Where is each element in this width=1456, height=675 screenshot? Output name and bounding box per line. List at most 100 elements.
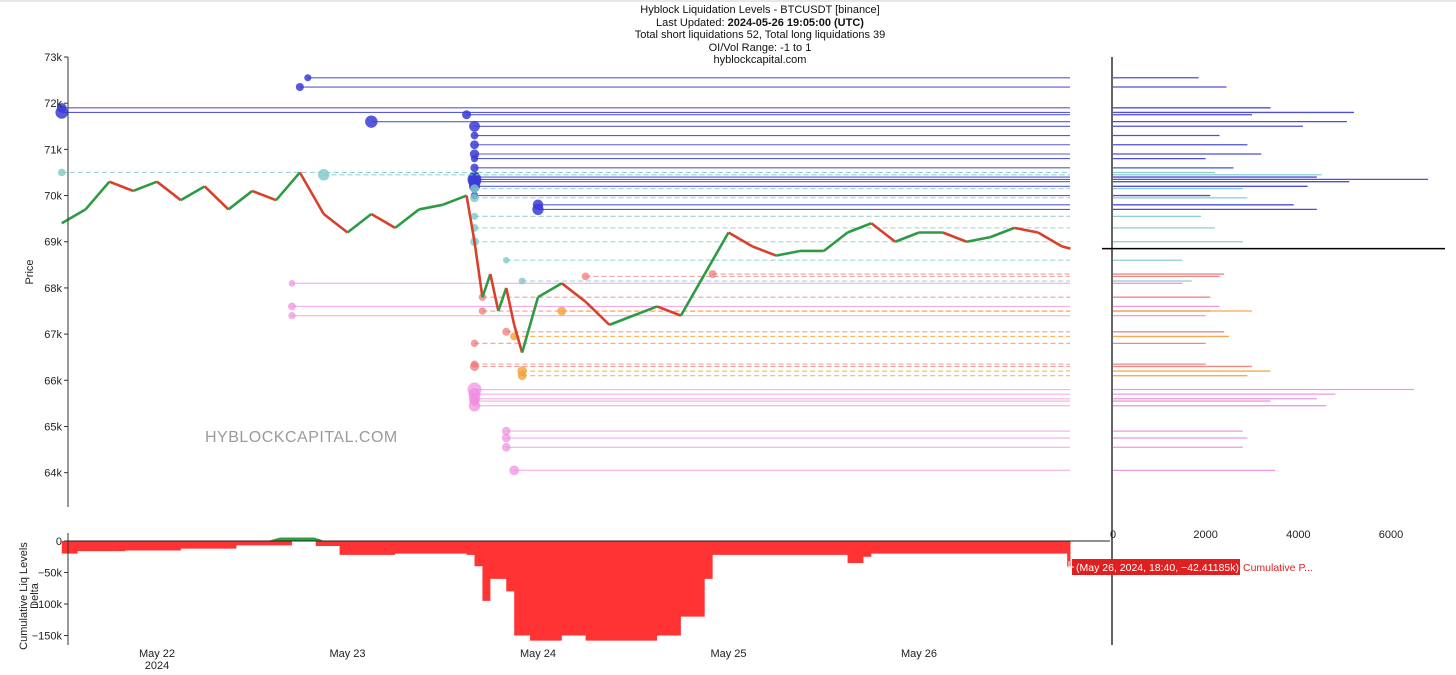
chart-title-block: Hyblock Liquidation Levels - BTCUSDT [bi… [0, 4, 1456, 67]
liquidation-level-marker [295, 82, 304, 92]
x-year-label: 2024 [145, 660, 169, 672]
liquidation-level-marker [501, 442, 511, 452]
price-segment [275, 171, 301, 202]
price-y-tick-label: 66k [44, 375, 62, 387]
price-segment [489, 273, 500, 312]
price-y-tick-label: 67k [44, 329, 62, 341]
liquidation-level-marker [462, 110, 472, 120]
hover-tooltip: (May 26, 2024, 18:40, −42.41185k) Cumulat… [1064, 559, 1313, 575]
price-y-tick-label: 71k [44, 144, 62, 156]
price-segment [966, 235, 991, 244]
price-axis-title: Price [24, 259, 36, 285]
liquidation-level-marker [501, 433, 511, 443]
price-segment [870, 222, 896, 243]
tooltip-series-name: Cumulative P... [1243, 562, 1313, 574]
price-segment [727, 231, 753, 248]
price-segment [1014, 226, 1039, 234]
liquidation-level-marker [288, 302, 296, 311]
price-segment [656, 305, 682, 317]
liquidation-level-marker [288, 280, 296, 287]
liquidation-level-bars [1102, 77, 1445, 472]
liquidation-level-marker [288, 311, 296, 320]
watermark: HYBLOCKCAPITAL.COM [205, 429, 398, 446]
axis-labels: 64k 65k 66k 67k 68k 69k 70k 71k 72k 73k 0 −50k −100k… [32, 52, 1404, 672]
source-site: hyblockcapital.com [713, 54, 807, 66]
last-updated: Last Updated: 2024-05-26 19:05:00 (UTC) [0, 17, 1456, 30]
price-segment [394, 208, 420, 229]
price-segment [703, 231, 730, 275]
price-segment [894, 231, 920, 243]
price-y-tick-label: 65k [44, 421, 62, 433]
delta-y-tick-label: −100k [32, 599, 63, 611]
price-segment [497, 287, 508, 312]
axes-layer [0, 0, 1456, 645]
price-segment [442, 194, 468, 207]
price-segment [561, 282, 587, 303]
price-y-tick-label: 64k [44, 468, 62, 480]
histogram-x-tick-label: 4000 [1286, 529, 1310, 541]
oi-vol-range: OI/Vol Range: -1 to 1 [708, 41, 812, 54]
price-segment [504, 287, 516, 326]
histogram-x-tick-label: 0 [1110, 529, 1116, 541]
delta-y-tick-label: −50k [38, 568, 63, 580]
liquidation-level-marker [304, 74, 312, 82]
histogram-x-tick-label: 2000 [1193, 529, 1217, 541]
liquidation-level-marker [470, 140, 479, 150]
liquidation-level-marker [470, 212, 479, 220]
liquidation-level-marker [365, 115, 378, 128]
liquidation-level-marker [470, 339, 479, 348]
price-segment [679, 273, 706, 317]
delta-y-tick-label: −150k [32, 631, 63, 643]
price-y-tick-label: 72k [44, 98, 62, 110]
price-segment [370, 212, 396, 230]
price-y-tick-label: 70k [44, 191, 62, 203]
x-tick-label: May 26 [901, 648, 937, 660]
price-segment [584, 300, 611, 326]
liquidation-level-lines [55, 74, 1070, 476]
chart-title: Hyblock Liquidation Levels - BTCUSDT [bi… [640, 4, 880, 16]
tooltip-box [1072, 559, 1240, 575]
last-updated-value: 2024-05-26 19:05:00 (UTC) [727, 16, 864, 29]
liquidation-level-marker [581, 272, 590, 281]
price-segment [180, 185, 206, 202]
price-segment [418, 203, 443, 211]
price-y-tick-label: 73k [44, 52, 62, 64]
liquidation-level-marker [470, 184, 479, 193]
liquidation-level-marker [55, 106, 69, 119]
delta-area [61, 537, 1071, 641]
price-segment [298, 171, 325, 215]
price-segment [847, 222, 872, 234]
liquidation-level-marker [470, 361, 479, 371]
price-segment [942, 231, 968, 243]
price-segment [84, 180, 111, 211]
price-segment [156, 180, 182, 202]
delta-y-tick-label: 0 [56, 536, 62, 548]
price-segment [473, 241, 484, 298]
price-segment [512, 324, 524, 353]
price-segment [132, 180, 158, 193]
price-segment [751, 245, 777, 257]
price-segment [608, 314, 634, 327]
x-tick-label: May 25 [710, 648, 746, 660]
x-tick-label: May 23 [329, 648, 365, 660]
liquidation-level-marker [557, 306, 567, 316]
price-segment [227, 189, 254, 211]
liquidation-level-marker [509, 465, 520, 476]
liquidation-level-marker [470, 193, 479, 203]
price-segment [520, 296, 540, 353]
price-segment [61, 208, 87, 225]
price-y-tick-label: 68k [44, 283, 62, 295]
liquidation-level-marker [470, 131, 479, 140]
price-segment [203, 185, 230, 211]
price-segment [989, 226, 1015, 239]
x-tick-label: May 22 [139, 648, 175, 660]
liquidation-level-marker [518, 277, 526, 285]
liquidation-level-marker [503, 256, 510, 264]
price-segment [1037, 231, 1063, 248]
liquidation-level-marker [502, 327, 511, 336]
delta-axis-title-text: Cumulative Liq Levels Delta [18, 542, 41, 650]
price-segment [465, 195, 476, 242]
liquidation-totals: Total short liquidations 52, Total long … [634, 29, 886, 41]
